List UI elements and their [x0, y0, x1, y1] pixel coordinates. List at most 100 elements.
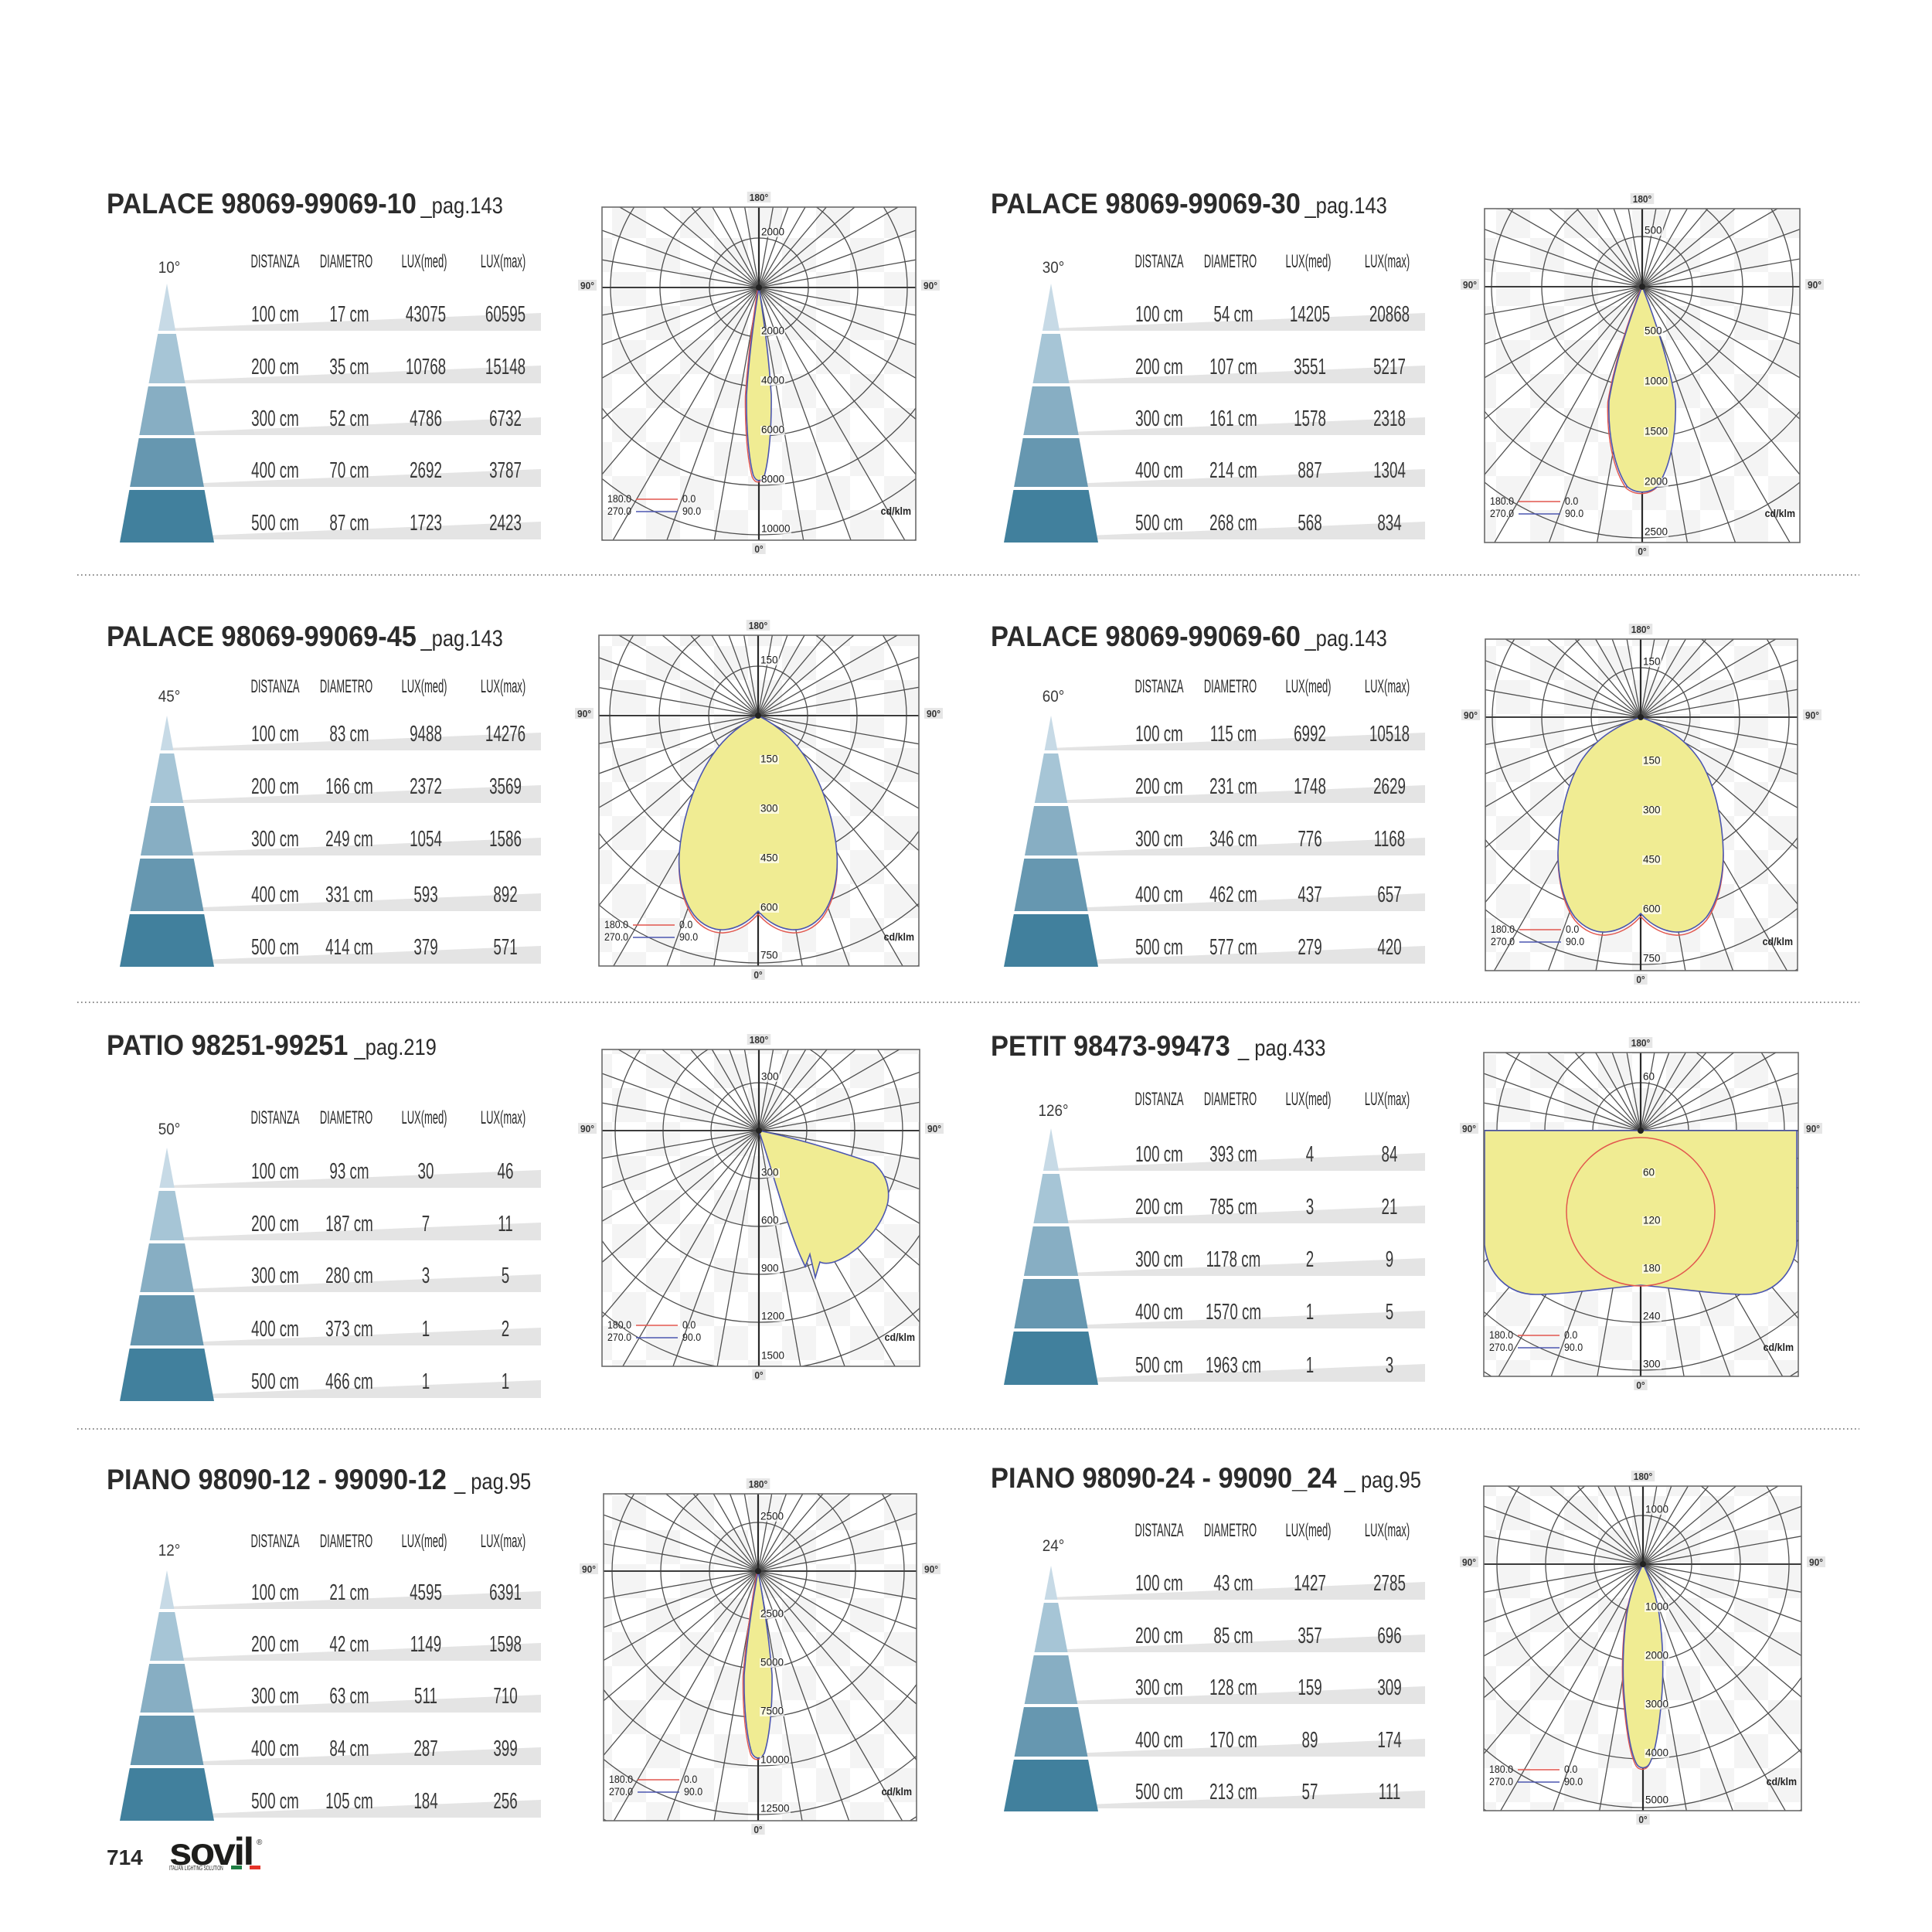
svg-text:249 cm: 249 cm [325, 827, 373, 852]
svg-text:30: 30 [418, 1159, 434, 1184]
svg-text:346 cm: 346 cm [1209, 827, 1257, 852]
svg-text:100 cm: 100 cm [251, 1580, 299, 1605]
svg-text:213 cm: 213 cm [1209, 1780, 1257, 1804]
svg-text:90.0: 90.0 [682, 1332, 701, 1344]
svg-text:180.0: 180.0 [1489, 1329, 1513, 1342]
svg-text:180°: 180° [750, 1035, 769, 1046]
svg-text:270.0: 270.0 [609, 1786, 633, 1798]
svg-text:LUX(med): LUX(med) [1286, 1521, 1332, 1541]
svg-text:270.0: 270.0 [607, 505, 631, 518]
svg-text:593: 593 [413, 883, 437, 907]
svg-text:180.0: 180.0 [604, 919, 628, 931]
svg-text:0.0: 0.0 [1564, 1329, 1577, 1342]
svg-text:0°: 0° [754, 544, 763, 555]
svg-text:0°: 0° [753, 1825, 762, 1835]
svg-text:500 cm: 500 cm [251, 935, 299, 960]
svg-text:400 cm: 400 cm [1135, 1728, 1183, 1753]
svg-text:500 cm: 500 cm [1135, 1353, 1183, 1378]
svg-text:379: 379 [413, 935, 437, 960]
svg-text:90°: 90° [924, 1564, 938, 1575]
svg-text:180°: 180° [749, 621, 768, 631]
svg-text:150: 150 [760, 753, 778, 765]
svg-text:373 cm: 373 cm [325, 1317, 373, 1342]
svg-text:1000: 1000 [1645, 376, 1668, 387]
svg-text:54 cm: 54 cm [1213, 302, 1253, 327]
svg-text:750: 750 [1643, 953, 1661, 964]
svg-text:3: 3 [1386, 1353, 1393, 1378]
svg-text:180.0: 180.0 [607, 1319, 631, 1332]
svg-text:LUX(max): LUX(max) [1365, 252, 1410, 272]
svg-text:785 cm: 785 cm [1209, 1195, 1257, 1219]
svg-text:1168: 1168 [1374, 827, 1405, 852]
svg-text:280 cm: 280 cm [325, 1264, 373, 1288]
svg-text:174: 174 [1377, 1728, 1401, 1753]
svg-text:126°: 126° [1038, 1102, 1068, 1120]
svg-text:DIAMETRO: DIAMETRO [1204, 1521, 1257, 1541]
svg-text:159: 159 [1298, 1675, 1321, 1700]
svg-text:DIAMETRO: DIAMETRO [1204, 1090, 1257, 1110]
svg-text:DISTANZA: DISTANZA [1134, 1090, 1183, 1110]
svg-text:_pag.143: _pag.143 [420, 192, 503, 218]
svg-text:2000: 2000 [761, 226, 784, 238]
svg-text:90°: 90° [1809, 1557, 1823, 1568]
svg-text:10°: 10° [158, 259, 181, 277]
svg-text:DISTANZA: DISTANZA [1134, 677, 1183, 697]
svg-text:400 cm: 400 cm [251, 1736, 299, 1761]
svg-text:750: 750 [760, 950, 778, 961]
svg-text:90°: 90° [577, 709, 591, 719]
svg-text:180.0: 180.0 [607, 493, 631, 505]
svg-text:100 cm: 100 cm [251, 302, 299, 327]
svg-text:462 cm: 462 cm [1209, 883, 1257, 907]
svg-text:1578: 1578 [1294, 406, 1326, 431]
svg-text:85 cm: 85 cm [1213, 1624, 1253, 1648]
svg-text:0.0: 0.0 [1564, 1764, 1577, 1776]
svg-text:90°: 90° [1462, 1124, 1476, 1134]
svg-text:1570 cm: 1570 cm [1206, 1300, 1261, 1325]
svg-text:2: 2 [1306, 1247, 1314, 1272]
svg-text:500 cm: 500 cm [1135, 511, 1183, 536]
svg-text:43 cm: 43 cm [1213, 1571, 1253, 1596]
svg-text:180.0: 180.0 [609, 1774, 633, 1786]
svg-text:9488: 9488 [410, 722, 442, 747]
svg-text:600: 600 [1643, 903, 1661, 915]
svg-text:7: 7 [422, 1212, 430, 1236]
svg-text:166 cm: 166 cm [325, 774, 373, 799]
svg-text:90°: 90° [582, 1564, 596, 1575]
svg-text:270.0: 270.0 [1489, 1776, 1513, 1788]
svg-text:14276: 14276 [485, 722, 526, 747]
svg-text:200 cm: 200 cm [251, 1632, 299, 1657]
svg-text:DISTANZA: DISTANZA [1134, 1521, 1183, 1541]
svg-text:2500: 2500 [1645, 526, 1668, 538]
svg-text:437: 437 [1298, 883, 1321, 907]
svg-text:200 cm: 200 cm [1135, 355, 1183, 379]
svg-text:PALACE 98069-99069-30: PALACE 98069-99069-30 [991, 188, 1301, 219]
svg-text:240: 240 [1643, 1311, 1661, 1322]
svg-text:1000: 1000 [1645, 1504, 1668, 1515]
svg-text:84: 84 [1382, 1142, 1398, 1167]
svg-text:90°: 90° [580, 1124, 594, 1134]
svg-text:400 cm: 400 cm [1135, 458, 1183, 483]
svg-text:6391: 6391 [489, 1580, 522, 1605]
svg-text:200 cm: 200 cm [1135, 1624, 1183, 1648]
svg-text:57: 57 [1302, 1780, 1318, 1804]
svg-text:111: 111 [1379, 1780, 1401, 1804]
svg-text:180°: 180° [1631, 1038, 1651, 1049]
svg-text:500 cm: 500 cm [1135, 1780, 1183, 1804]
svg-text:90.0: 90.0 [682, 505, 701, 518]
svg-text:400 cm: 400 cm [251, 458, 299, 483]
svg-text:892: 892 [493, 883, 517, 907]
svg-text:2423: 2423 [489, 511, 522, 536]
svg-text:ITALIAN LIGHTING SOLUTION: ITALIAN LIGHTING SOLUTION [169, 1866, 223, 1872]
svg-text:LUX(med): LUX(med) [1286, 677, 1332, 697]
svg-text:60595: 60595 [485, 302, 526, 327]
svg-text:300 cm: 300 cm [1135, 406, 1183, 431]
svg-text:LUX(max): LUX(max) [1365, 1521, 1410, 1541]
svg-text:279: 279 [1298, 935, 1321, 960]
svg-text:115 cm: 115 cm [1210, 722, 1257, 747]
svg-text:4000: 4000 [1645, 1747, 1668, 1759]
svg-text:LUX(med): LUX(med) [402, 252, 447, 272]
svg-text:5217: 5217 [1373, 355, 1406, 379]
svg-text:357: 357 [1298, 1624, 1321, 1648]
svg-text:84 cm: 84 cm [329, 1736, 369, 1761]
svg-text:LUX(max): LUX(max) [1365, 677, 1410, 697]
